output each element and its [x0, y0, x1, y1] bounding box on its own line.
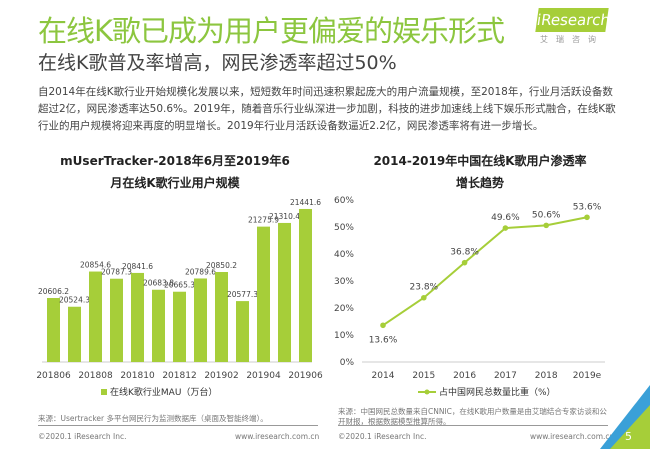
logo-cn: 艾瑞咨询 [540, 35, 604, 44]
copyright-left: ©2020.1 iResearch Inc. [38, 432, 127, 441]
bar-data-label: 21441.6 [290, 198, 321, 207]
bar [47, 298, 60, 362]
bar [194, 278, 207, 362]
bar-data-label: 20789.6 [185, 267, 216, 276]
line-y-tick: 30% [334, 277, 354, 287]
bar-legend-swatch [101, 389, 107, 395]
bar [68, 306, 81, 362]
line-x-tick: 2019e [573, 371, 602, 381]
bar-x-tick: 201902 [204, 371, 238, 381]
bar-data-label: 20787.3 [101, 268, 132, 277]
line-data-label: 53.6% [573, 202, 602, 212]
bar-chart-title: mUserTracker-2018年6月至2019年6月在线K歌行业用户规模 [60, 154, 290, 190]
bar-x-tick: 201812 [162, 371, 196, 381]
line-point [380, 322, 386, 329]
line-y-tick: 50% [334, 223, 354, 233]
bar-data-label: 20577.3 [227, 290, 258, 299]
line-x-tick: 2017 [494, 371, 517, 381]
line-data-label: 36.8% [450, 248, 479, 258]
line-chart-title: 2014-2019年中国在线K歌用户渗透率增长趋势 [373, 154, 587, 190]
copyright-right: ©2020.1 iResearch Inc. [338, 432, 427, 441]
bar-data-label: 20665.3 [164, 281, 195, 290]
bar-data-label: 21275.9 [248, 216, 279, 225]
line-series [382, 216, 588, 327]
bar-data-label: 20841.6 [122, 262, 153, 271]
line-y-tick: 20% [334, 304, 354, 314]
bar-x-tick: 201810 [120, 371, 155, 381]
line-data-label: 13.6% [369, 335, 398, 345]
line-x-tick: 2018 [535, 371, 558, 381]
line-data-label: 23.8% [410, 283, 439, 293]
line-data-label: 50.6% [532, 210, 561, 220]
bar-data-label: 21310.4 [269, 212, 300, 221]
source-right: 来源：中国网民总数量来自CNNIC，在线K歌用户数量是由艾瑞结合专家访谈和公开财… [338, 407, 607, 426]
line-x-tick: 2016 [453, 371, 476, 381]
bar [257, 226, 270, 362]
page-subtitle: 在线K歌普及率增高，网民渗透率超过50% [38, 52, 397, 74]
line-legend-marker [424, 389, 430, 395]
bar [215, 272, 228, 362]
url-right: www.iresearch.com.cn [530, 432, 615, 441]
page-number: 5 [625, 430, 632, 443]
bar-data-label: 20606.2 [38, 287, 69, 296]
corner-decoration [600, 385, 650, 449]
bar-x-tick: 201806 [36, 371, 71, 381]
line-point [584, 214, 590, 221]
bar [173, 291, 186, 362]
line-legend-label: 占中国网民总数量比重（%） [439, 386, 556, 398]
bar-data-label: 20683.8 [143, 279, 174, 288]
line-point [543, 222, 549, 229]
page-title: 在线K歌已成为用户更偏爱的娱乐形式 [38, 14, 505, 48]
line-x-tick: 2014 [372, 371, 395, 381]
source-left: 来源：Usertracker 多平台网民行为监测数据库（桌面及智能终端）。 [38, 414, 268, 423]
line-point [502, 225, 509, 231]
bar-x-tick: 201906 [288, 371, 323, 381]
bar [299, 208, 312, 362]
bar [110, 278, 123, 362]
line-point [461, 259, 468, 266]
line-y-tick: 60% [334, 196, 354, 206]
bar [278, 222, 291, 362]
bar [131, 272, 144, 362]
body-text: 自2014年在线K歌行业开始规模化发展以来，短短数年时间迅速积累起庞大的用户流量… [38, 86, 616, 132]
line-y-tick: 0% [340, 358, 355, 368]
line-y-tick: 10% [334, 331, 354, 341]
bar-data-label: 20854.6 [80, 261, 111, 270]
bar [89, 271, 102, 362]
bar-x-tick: 201904 [246, 371, 281, 381]
bar-data-label: 20524.3 [59, 296, 90, 305]
line-point [421, 294, 427, 301]
line-data-label: 49.6% [491, 213, 520, 223]
line-y-tick: 40% [334, 250, 354, 260]
bar-legend-label: 在线K歌行业MAU（万台） [110, 386, 217, 398]
url-left: www.iresearch.com.cn [235, 432, 320, 441]
bar-data-label: 20850.2 [206, 261, 237, 270]
bar [152, 289, 165, 362]
line-x-tick: 2015 [412, 371, 435, 381]
bar [236, 301, 249, 362]
bar-x-tick: 201808 [78, 371, 113, 381]
